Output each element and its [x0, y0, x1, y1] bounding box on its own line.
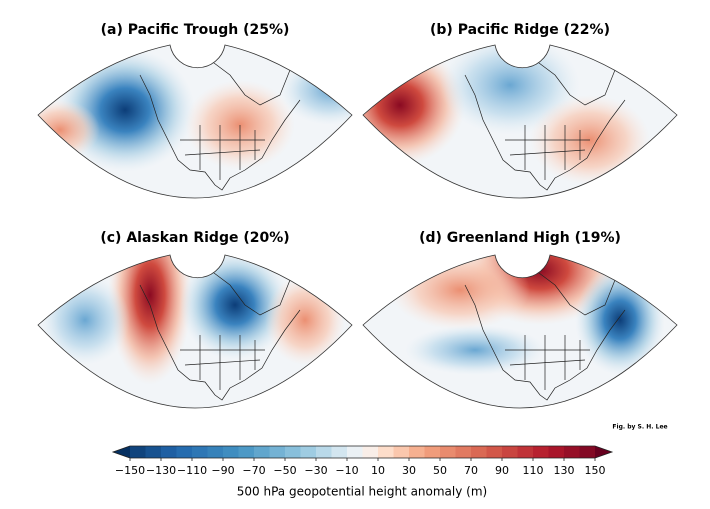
colorbar-segment — [223, 446, 239, 458]
colorbar-tick-label: 90 — [495, 464, 509, 477]
colorbar-tick-label: 10 — [371, 464, 385, 477]
map-panel — [37, 44, 353, 199]
colorbar-tick-label: −10 — [335, 464, 358, 477]
panel-title: (d) Greenland High (19%) — [419, 230, 621, 246]
colorbar-segment — [285, 446, 301, 458]
colorbar-segment — [409, 446, 425, 458]
colorbar-tick-label: 130 — [554, 464, 575, 477]
colorbar-segment — [161, 446, 177, 458]
colorbar-tick-label: −30 — [304, 464, 327, 477]
colorbar-segment — [393, 446, 410, 458]
colorbar-segment — [564, 446, 580, 458]
colorbar-segment — [533, 446, 549, 458]
colorbar-tick-label: 50 — [433, 464, 447, 477]
colorbar-segment — [579, 446, 596, 458]
credit: Fig. by S. H. Lee — [612, 424, 667, 431]
colorbar-tick-label: −110 — [177, 464, 207, 477]
colorbar-tick-label: −150 — [115, 464, 145, 477]
colorbar-segment — [548, 446, 565, 458]
colorbar-tick-label: 30 — [402, 464, 416, 477]
colorbar-segment — [130, 446, 146, 458]
colorbar-segment — [471, 446, 487, 458]
colorbar-segment — [192, 446, 208, 458]
colorbar-segment — [316, 446, 332, 458]
map-panel — [362, 44, 678, 199]
colorbar-tick-label: −90 — [211, 464, 234, 477]
panel-title: (b) Pacific Ridge (22%) — [430, 22, 610, 38]
colorbar-segment — [176, 446, 193, 458]
colorbar-extension — [113, 446, 130, 458]
colorbar-segment — [455, 446, 472, 458]
colorbar-label: 500 hPa geopotential height anomaly (m) — [237, 485, 487, 499]
colorbar-segment — [347, 446, 363, 458]
colorbar-tick-label: 150 — [585, 464, 606, 477]
colorbar-segment — [145, 446, 162, 458]
colorbar-segment — [517, 446, 534, 458]
colorbar-segment — [254, 446, 270, 458]
colorbar-tick-label: −50 — [273, 464, 296, 477]
colorbar-segment — [269, 446, 286, 458]
colorbar-segment — [502, 446, 518, 458]
colorbar-tick-label: 70 — [464, 464, 478, 477]
colorbar-segment — [238, 446, 255, 458]
panel-title: (c) Alaskan Ridge (20%) — [100, 230, 289, 246]
colorbar-tick-label: −130 — [146, 464, 176, 477]
colorbar-segment — [362, 446, 379, 458]
colorbar-segment — [440, 446, 456, 458]
colorbar-segment — [424, 446, 441, 458]
colorbar-segment — [300, 446, 317, 458]
colorbar-tick-label: −70 — [242, 464, 265, 477]
colorbar-segment — [331, 446, 348, 458]
colorbar-segment — [207, 446, 224, 458]
colorbar-segment — [486, 446, 503, 458]
colorbar-segment — [378, 446, 394, 458]
panel-title: (a) Pacific Trough (25%) — [101, 22, 290, 38]
colorbar-extension — [595, 446, 612, 458]
colorbar-tick-label: 110 — [523, 464, 544, 477]
